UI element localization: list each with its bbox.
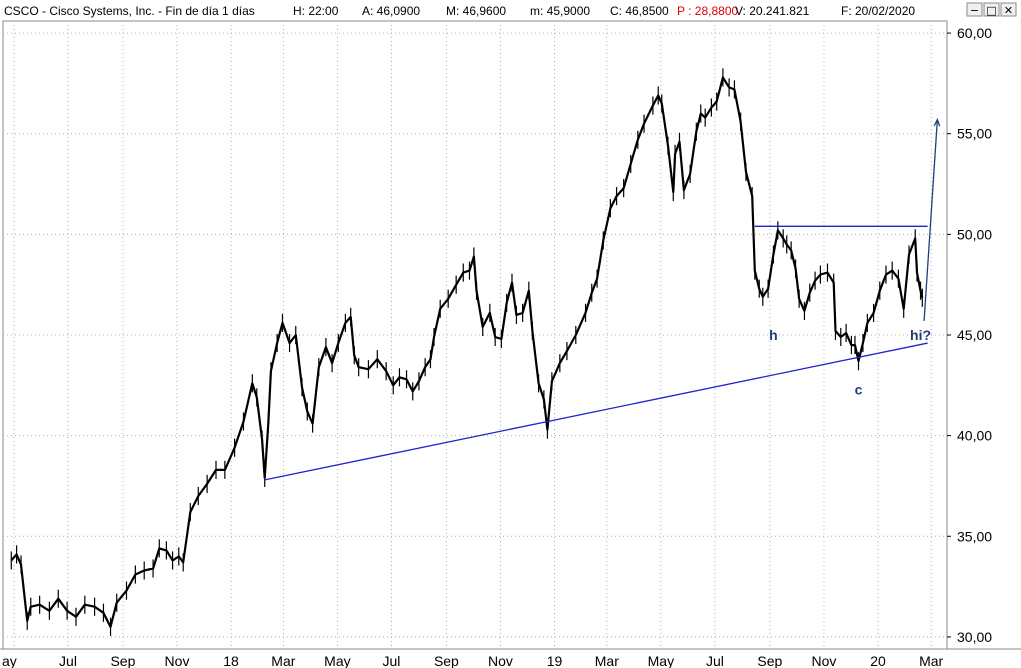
header-h: H: 22:00 bbox=[293, 4, 339, 18]
x-tick-label-12: May bbox=[648, 653, 674, 668]
maximize-button[interactable]: □ bbox=[983, 2, 1000, 17]
x-tick-label-0: ay bbox=[2, 653, 17, 668]
annotation-label-0: h bbox=[769, 327, 778, 343]
y-tick-label-2: 40,00 bbox=[957, 428, 992, 444]
projection-arrow-line bbox=[923, 119, 939, 321]
x-tick-label-13: Jul bbox=[706, 653, 724, 668]
title-bar bbox=[0, 0, 1021, 21]
x-tick-label-2: Sep bbox=[110, 653, 135, 668]
annotations: h c hi? bbox=[769, 327, 931, 397]
x-tick-label-15: Nov bbox=[811, 653, 836, 668]
x-tick-label-1: Jul bbox=[59, 653, 77, 668]
projection-arrow-head bbox=[933, 117, 941, 127]
header-title: CSCO - Cisco Systems, Inc. - Fin de día … bbox=[4, 4, 255, 18]
close-button[interactable]: ✕ bbox=[1000, 2, 1017, 17]
x-tick-label-7: Jul bbox=[383, 653, 401, 668]
y-axis: 30,00 35,00 40,00 45,00 50,00 55,00 60,00 bbox=[947, 25, 992, 645]
x-tick-label-5: Mar bbox=[271, 653, 295, 668]
x-tick-label-8: Sep bbox=[434, 653, 459, 668]
x-tick-label-14: Sep bbox=[757, 653, 782, 668]
trend-line-0 bbox=[264, 342, 928, 481]
maximize-icon: □ bbox=[986, 4, 996, 17]
y-tick-label-0: 30,00 bbox=[957, 629, 992, 645]
y-tick-label-4: 50,00 bbox=[957, 226, 992, 242]
header-c: C: 46,8500 bbox=[610, 4, 669, 18]
trend-lines bbox=[264, 117, 941, 481]
x-tick-label-11: Mar bbox=[595, 653, 619, 668]
x-tick-label-6: May bbox=[324, 653, 350, 668]
x-tick-label-9: Nov bbox=[488, 653, 513, 668]
x-tick-label-10: 19 bbox=[547, 653, 563, 668]
header-p: P : 28,8800 bbox=[677, 4, 738, 18]
x-tick-label-16: 20 bbox=[870, 653, 886, 668]
header-a: A: 46,0900 bbox=[362, 4, 420, 18]
close-icon: ✕ bbox=[1004, 4, 1013, 17]
y-tick-label-1: 35,00 bbox=[957, 528, 992, 544]
header-v: V: 20.241.821 bbox=[735, 4, 810, 18]
y-tick-label-3: 45,00 bbox=[957, 327, 992, 343]
x-tick-label-3: Nov bbox=[165, 653, 190, 668]
header-m: M: 46,9600 bbox=[446, 4, 506, 18]
grid bbox=[3, 21, 947, 649]
header-min: m: 45,9000 bbox=[530, 4, 590, 18]
x-axis: ay Jul Sep Nov 18 Mar May Jul Sep Nov 19 Mar May Jul S… bbox=[2, 653, 944, 668]
minimize-icon: − bbox=[970, 4, 979, 17]
minimize-button[interactable]: − bbox=[966, 2, 983, 17]
header-f: F: 20/02/2020 bbox=[841, 4, 915, 18]
annotation-label-2: hi? bbox=[910, 327, 931, 343]
price-series bbox=[10, 68, 924, 636]
y-tick-label-6: 60,00 bbox=[957, 25, 992, 41]
x-tick-label-17: Mar bbox=[919, 653, 943, 668]
x-tick-label-4: 18 bbox=[223, 653, 239, 668]
y-tick-label-5: 55,00 bbox=[957, 126, 992, 142]
annotation-label-1: c bbox=[855, 381, 863, 397]
